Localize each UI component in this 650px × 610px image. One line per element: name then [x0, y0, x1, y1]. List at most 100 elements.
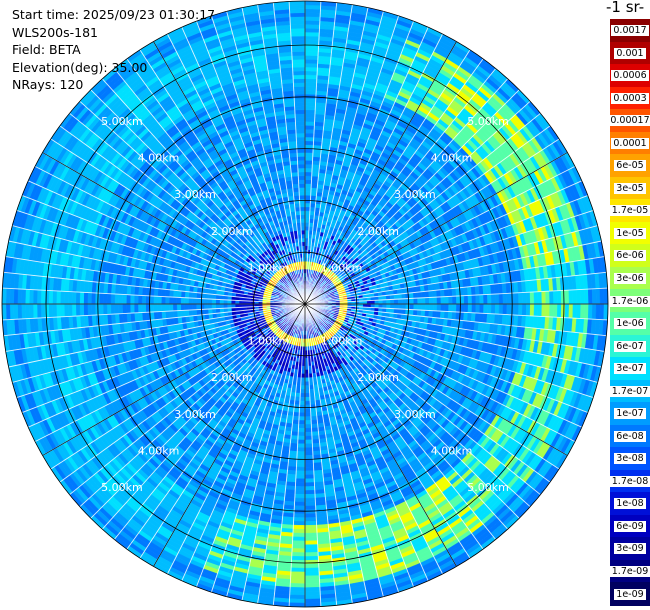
range-gate — [304, 198, 311, 204]
range-gate — [304, 43, 319, 49]
range-gate — [471, 294, 477, 305]
range-gate — [292, 419, 300, 425]
range-gate — [296, 451, 306, 456]
range-gate — [293, 509, 306, 515]
range-gate — [310, 199, 317, 204]
range-gate — [390, 303, 395, 309]
range-gate — [521, 303, 527, 316]
range-gate — [297, 447, 306, 452]
range-gate — [413, 297, 418, 305]
range-gate — [296, 466, 306, 472]
range-gate — [298, 420, 306, 425]
range-gate — [304, 586, 321, 592]
range-gate — [291, 548, 306, 553]
range-gate — [304, 128, 315, 134]
range-gate — [514, 303, 519, 316]
range-gate — [576, 303, 582, 319]
range-gate — [514, 292, 519, 305]
range-gate — [525, 291, 531, 305]
range-gate — [595, 303, 601, 320]
range-gate — [293, 408, 300, 413]
range-gate — [304, 400, 311, 406]
range-gate — [525, 303, 531, 317]
range-gate — [304, 152, 314, 157]
range-gate — [304, 31, 320, 37]
range-gate — [304, 443, 313, 448]
range-gate — [556, 303, 562, 318]
range-gate — [309, 400, 316, 406]
range-gate — [494, 303, 500, 315]
range-gate — [304, 532, 318, 538]
range-gate — [310, 191, 318, 197]
range-gate — [510, 292, 516, 305]
range-gate — [304, 78, 318, 84]
range-gate — [294, 501, 306, 507]
range-gate — [304, 55, 319, 60]
range-gate — [417, 303, 422, 311]
range-gate — [304, 509, 317, 515]
range-gate — [304, 93, 317, 99]
range-gate — [456, 303, 461, 313]
range-gate — [409, 303, 415, 310]
range-gate — [545, 303, 550, 318]
range-gate — [304, 392, 311, 398]
range-gate — [580, 289, 585, 305]
range-gate — [401, 308, 407, 315]
range-gate — [304, 82, 317, 88]
range-gate — [295, 482, 306, 487]
range-gate — [304, 148, 314, 153]
range-gate — [292, 540, 306, 546]
range-gate — [304, 416, 312, 421]
range-gate — [293, 513, 306, 518]
range-gate — [297, 435, 306, 441]
range-gate — [304, 167, 313, 173]
range-gate — [304, 536, 318, 542]
range-gate — [309, 202, 316, 208]
range-gate — [304, 389, 310, 394]
range-gate — [304, 70, 318, 76]
range-gate — [568, 289, 574, 305]
range-gate — [304, 47, 319, 53]
range-gate — [412, 309, 418, 317]
range-gate — [304, 571, 320, 577]
range-gate — [293, 404, 300, 409]
range-gate — [382, 299, 387, 305]
range-gate — [444, 296, 449, 305]
range-gate — [456, 295, 461, 305]
range-gate — [421, 297, 426, 305]
range-gate — [310, 411, 318, 417]
range-gate — [298, 424, 306, 429]
range-gate — [556, 290, 562, 305]
range-gate — [393, 294, 399, 300]
range-gate — [304, 12, 321, 18]
range-gate — [304, 505, 317, 511]
range-gate — [304, 466, 314, 472]
range-gate — [292, 536, 306, 542]
range-gate — [296, 458, 306, 464]
range-gate — [304, 144, 314, 150]
range-gate — [299, 396, 306, 402]
range-gate — [599, 288, 605, 305]
range-gate — [304, 86, 317, 91]
range-gate — [304, 559, 319, 565]
range-gate — [537, 303, 543, 317]
range-gate — [304, 458, 314, 464]
range-gate — [397, 303, 403, 310]
range-gate — [304, 214, 310, 219]
range-gate — [483, 294, 488, 305]
range-gate — [290, 575, 306, 581]
range-gate — [428, 290, 434, 298]
range-gate — [483, 303, 488, 314]
range-gate — [424, 310, 430, 318]
range-gate — [393, 308, 399, 314]
range-gate — [432, 289, 438, 298]
range-gate — [311, 423, 319, 429]
range-gate — [304, 66, 318, 72]
range-gate — [304, 202, 311, 208]
range-gate — [304, 470, 315, 476]
range-gate — [521, 292, 527, 305]
range-gate — [304, 90, 317, 95]
range-gate — [304, 462, 314, 468]
range-gate — [553, 303, 558, 318]
range-gate — [591, 288, 597, 305]
